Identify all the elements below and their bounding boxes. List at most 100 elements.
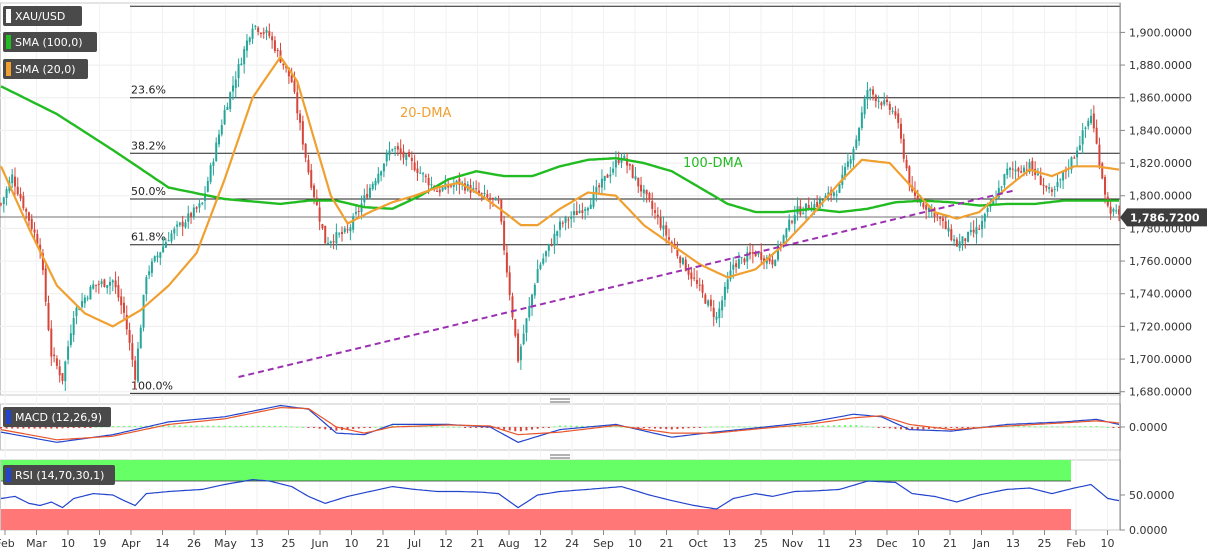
candle[interactable]	[352, 213, 355, 233]
candle[interactable]	[1064, 166, 1067, 180]
candle[interactable]	[486, 189, 489, 199]
candle[interactable]	[145, 274, 148, 302]
candle[interactable]	[883, 92, 886, 107]
candle[interactable]	[978, 224, 981, 231]
candle[interactable]	[139, 324, 142, 349]
candle[interactable]	[908, 165, 911, 192]
candle[interactable]	[58, 359, 61, 383]
candle[interactable]	[318, 200, 321, 231]
candle[interactable]	[927, 206, 930, 218]
candle[interactable]	[612, 161, 615, 176]
candle[interactable]	[799, 198, 802, 217]
candle[interactable]	[642, 184, 645, 203]
candle[interactable]	[11, 168, 14, 188]
candle[interactable]	[969, 222, 972, 236]
candle[interactable]	[835, 190, 838, 203]
candle[interactable]	[768, 253, 771, 265]
candle[interactable]	[858, 126, 861, 146]
candle[interactable]	[1011, 161, 1014, 179]
candle[interactable]	[1101, 161, 1104, 180]
candle[interactable]	[396, 142, 399, 156]
candle[interactable]	[1076, 146, 1079, 167]
candle[interactable]	[894, 105, 897, 119]
candle[interactable]	[592, 185, 595, 209]
candle[interactable]	[872, 86, 875, 101]
candle[interactable]	[324, 225, 327, 244]
candle[interactable]	[265, 26, 268, 41]
candle[interactable]	[567, 216, 570, 229]
candle[interactable]	[559, 217, 561, 238]
candle[interactable]	[419, 166, 422, 174]
candle[interactable]	[542, 253, 545, 266]
candle[interactable]	[33, 222, 36, 240]
candle[interactable]	[310, 163, 313, 191]
candle[interactable]	[1025, 161, 1028, 176]
candle[interactable]	[950, 224, 953, 242]
candle[interactable]	[788, 214, 791, 232]
candle[interactable]	[111, 279, 114, 292]
candle[interactable]	[628, 163, 631, 171]
candle[interactable]	[1109, 198, 1112, 220]
candle[interactable]	[539, 262, 542, 271]
candle[interactable]	[654, 202, 657, 220]
candle[interactable]	[877, 95, 880, 109]
candle[interactable]	[651, 192, 654, 216]
candle[interactable]	[690, 266, 693, 287]
candle[interactable]	[547, 243, 550, 257]
candle[interactable]	[131, 334, 134, 367]
candle[interactable]	[531, 293, 534, 316]
candle[interactable]	[1062, 170, 1065, 190]
candle[interactable]	[254, 24, 257, 30]
candle[interactable]	[849, 155, 852, 169]
candle[interactable]	[22, 191, 25, 211]
candle[interactable]	[606, 173, 609, 178]
candle[interactable]	[1081, 122, 1084, 155]
candle[interactable]	[846, 152, 849, 170]
candle[interactable]	[874, 93, 877, 108]
candle[interactable]	[198, 198, 201, 213]
candle[interactable]	[2, 196, 5, 213]
candle[interactable]	[1028, 158, 1031, 175]
candle[interactable]	[315, 189, 318, 206]
candle[interactable]	[416, 160, 419, 181]
candle[interactable]	[371, 181, 374, 191]
legend[interactable]: XAU/USD SMA (100,0) SMA (20,0) MACD (12,26,…	[3, 6, 115, 485]
candle[interactable]	[718, 301, 721, 328]
candle[interactable]	[343, 226, 346, 234]
candle[interactable]	[964, 237, 967, 249]
candle[interactable]	[173, 226, 176, 240]
candle[interactable]	[382, 162, 385, 178]
candle[interactable]	[572, 203, 575, 223]
candle[interactable]	[366, 184, 369, 199]
candle[interactable]	[1056, 174, 1059, 192]
candle[interactable]	[16, 177, 19, 197]
candle[interactable]	[765, 254, 768, 270]
candle[interactable]	[212, 158, 215, 176]
candle[interactable]	[399, 139, 402, 161]
candle[interactable]	[279, 42, 282, 64]
candle[interactable]	[911, 176, 914, 193]
candle[interactable]	[967, 231, 970, 243]
candle[interactable]	[1104, 174, 1107, 204]
candle[interactable]	[153, 255, 156, 263]
candle[interactable]	[614, 151, 617, 177]
candle[interactable]	[975, 218, 978, 244]
candle[interactable]	[729, 261, 732, 282]
candle[interactable]	[1084, 126, 1087, 138]
candle[interactable]	[1017, 166, 1020, 178]
candle[interactable]	[391, 148, 394, 152]
legend-rsi[interactable]: RSI (14,70,30,1)	[3, 465, 115, 485]
candle[interactable]	[19, 187, 22, 202]
candle[interactable]	[167, 231, 170, 242]
candle[interactable]	[1070, 156, 1073, 174]
candle[interactable]	[1115, 204, 1118, 214]
candle[interactable]	[301, 115, 304, 151]
candle[interactable]	[525, 317, 528, 342]
candle[interactable]	[687, 264, 690, 280]
candle[interactable]	[519, 343, 522, 370]
candle[interactable]	[276, 48, 279, 58]
candle[interactable]	[1092, 105, 1095, 133]
candle[interactable]	[296, 83, 299, 121]
candle[interactable]	[368, 184, 371, 200]
candle[interactable]	[553, 224, 556, 254]
